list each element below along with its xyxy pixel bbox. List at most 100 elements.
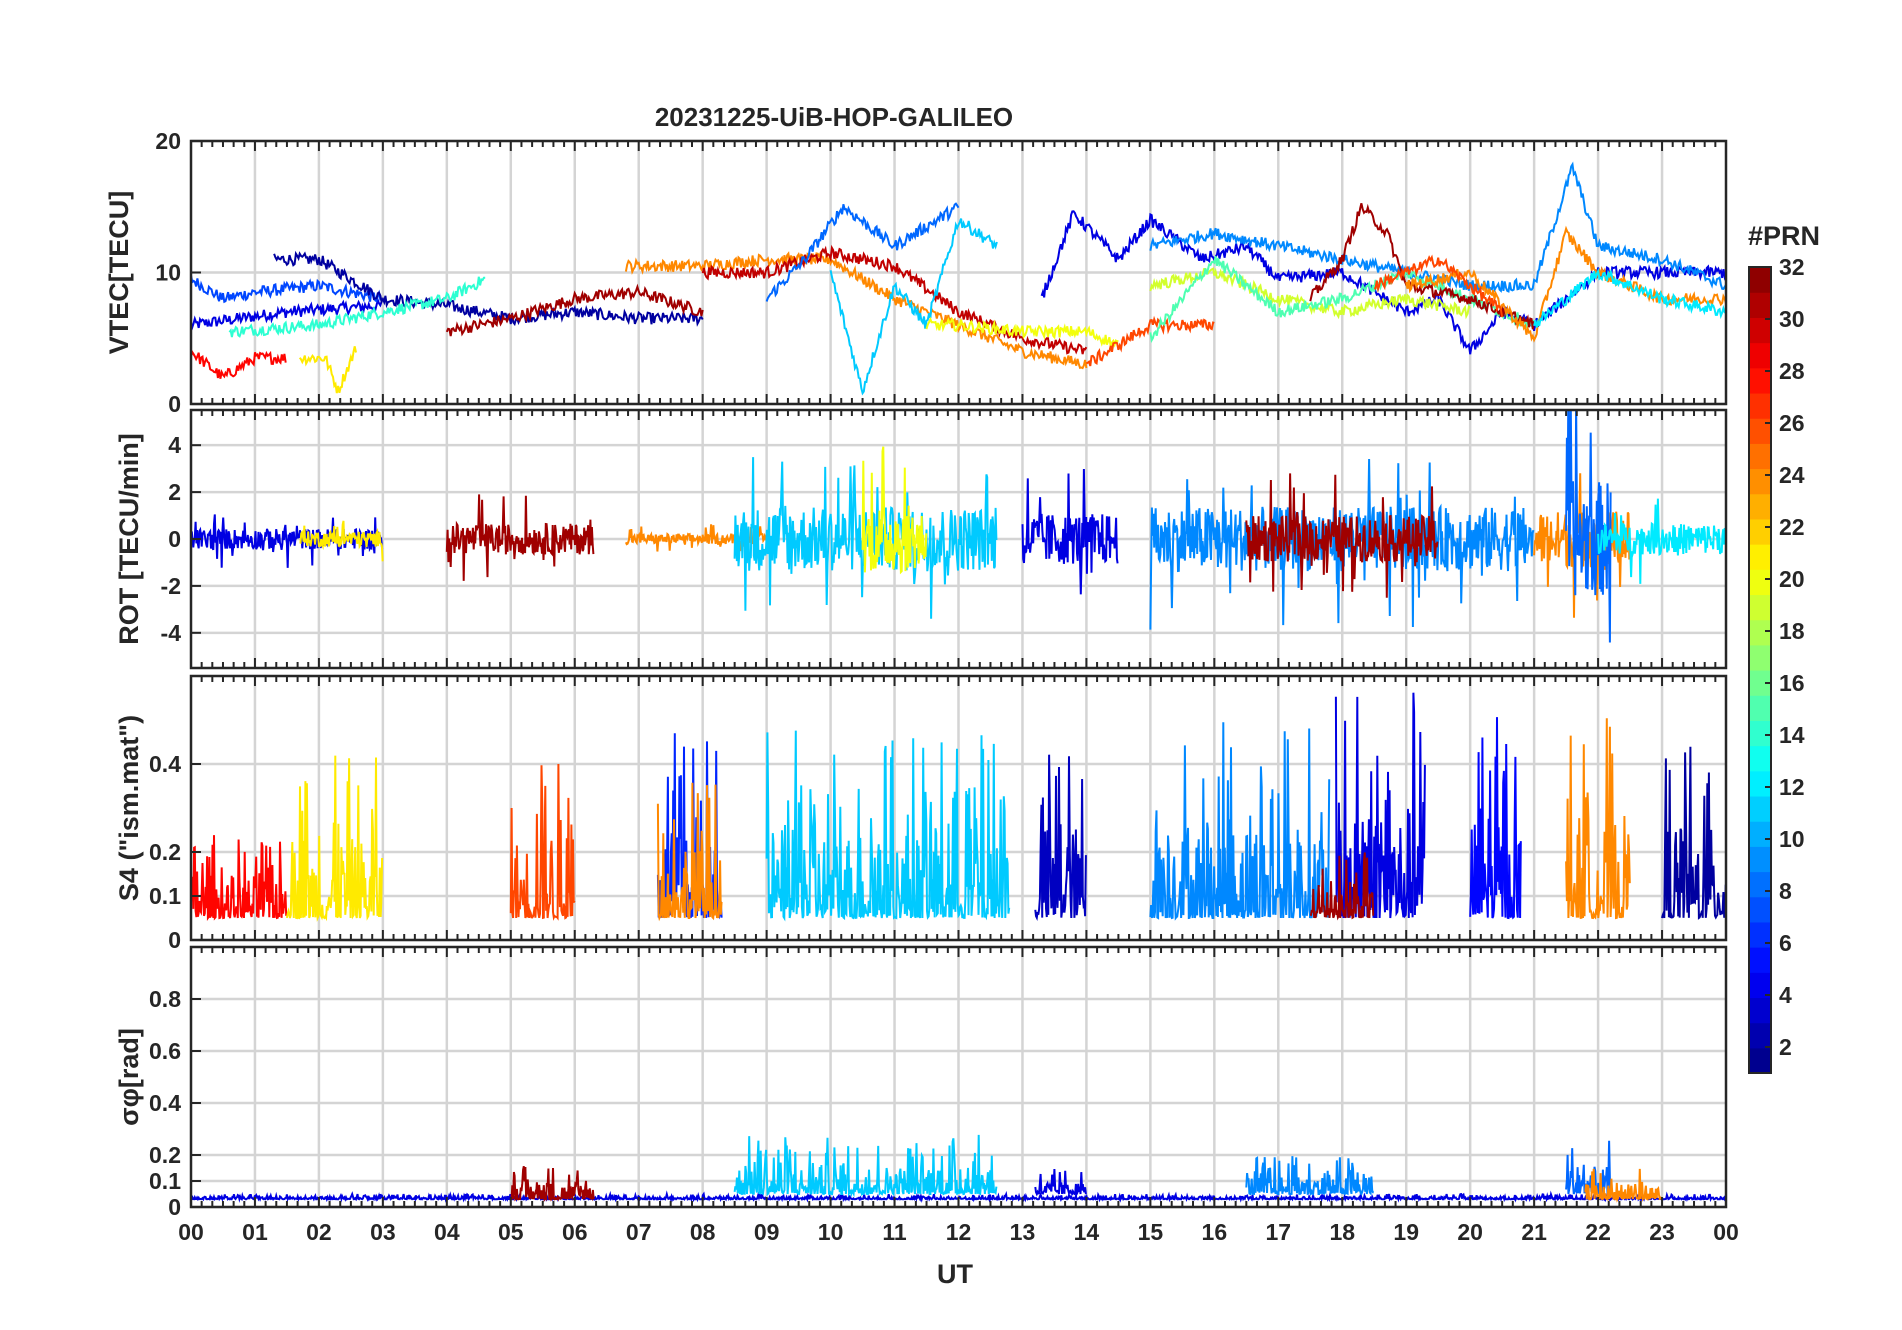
series-line-prn-30 [701,244,1088,355]
colorbar-label: #PRN [1748,221,1820,251]
colorbar-tick-label: 10 [1779,826,1805,852]
x-tick-label: 01 [242,1219,268,1245]
colorbar-swatch [1749,518,1771,545]
y-tick-label: 0.4 [149,751,181,777]
colorbar-swatch [1749,367,1771,394]
colorbar-tick-label: 4 [1779,982,1792,1008]
y-tick-label: 0.4 [149,1090,181,1116]
y-tick-label: 0 [168,391,181,417]
grid [191,139,1726,406]
colorbar-swatch [1749,292,1771,318]
x-tick-label: 06 [562,1219,588,1245]
x-tick-label: 02 [306,1219,332,1245]
series-line-prn-12 [1597,498,1726,584]
series-line-prn-26 [1086,315,1215,367]
colorbar-swatch [1749,1022,1771,1049]
colorbar-tick-label: 32 [1779,254,1805,280]
colorbar-swatch [1749,342,1771,369]
x-tick-label: 21 [1521,1219,1547,1245]
colorbar-tick-label: 26 [1779,410,1805,436]
x-tick-label: 12 [946,1219,972,1245]
y-axis-label: σφ[rad] [114,1028,144,1126]
y-axis-label: ROT [TECU/min] [114,433,144,644]
x-tick-label: 07 [626,1219,652,1245]
x-axis-label: UT [937,1259,973,1289]
x-tick-label: 04 [434,1219,460,1245]
colorbar-swatch [1749,670,1771,696]
series-line-prn-8 [1565,410,1612,643]
y-axis-label: S4 ("ism.mat") [114,715,144,901]
series-line-prn-7 [191,275,382,304]
colorbar-tick-label: 28 [1779,358,1805,384]
colorbar-swatch [1749,619,1771,646]
series-line-prn-14 [228,276,486,338]
colorbar-tick-label: 6 [1779,930,1792,956]
series-line-prn-8 [765,202,960,302]
series-line-prn-28 [191,835,288,922]
series-line-prn-28 [191,349,287,379]
colorbar-tick-label: 8 [1779,878,1792,904]
colorbar-swatch [1749,392,1771,419]
x-ticks [190,676,1727,940]
series-line-prn-24 [1565,718,1631,920]
colorbar-swatch [1749,569,1771,596]
series-line-prn-19 [1149,267,1471,320]
x-tick-label: 23 [1649,1219,1675,1245]
series-line-prn-9 [1245,1156,1374,1197]
y-tick-label: 0 [168,927,181,953]
series-line-prn-26 [1374,254,1504,318]
x-tick-label: 00 [178,1219,204,1245]
series-line-prn-4 [1034,1168,1087,1198]
series-line-prn-31 [1245,473,1439,598]
series-line-prn-11 [765,730,1011,922]
colorbar-swatch [1749,594,1771,621]
x-tick-label: 17 [1265,1219,1291,1245]
series-group [191,410,1726,643]
series-line-prn-31 [445,283,704,337]
series-line-prn-21 [299,520,384,562]
x-ticks [190,947,1727,1207]
y-tick-label: 0.2 [149,839,181,865]
series-line-prn-5 [1469,717,1522,920]
y-tick-label: 0 [168,526,181,552]
series-line-prn-4 [191,296,383,331]
figure-title: 20231225-UiB-HOP-GALILEO [655,102,1013,132]
panel-sigma_phi: 00.10.2 0.4 0.6 0.8σφ[rad] 00 01 02 03 04 05 06 07 0… [114,945,1739,1245]
colorbar-tick-label: 18 [1779,618,1805,644]
panel-vtec: 0 10 20 VTEC[TECU] [104,128,1728,417]
x-tick-label: 00 [1713,1219,1739,1245]
colorbar-swatch [1749,695,1771,721]
series-line-prn-24 [656,782,723,922]
colorbar-swatch [1749,1047,1771,1074]
series-line-prn-4 [191,514,384,568]
colorbar-swatch [1749,795,1771,822]
series-line-prn-24 [624,251,1088,370]
grid [191,947,1726,1209]
series-line-prn-31 [445,494,595,581]
colorbar-swatch [1749,846,1771,873]
series-line-prn-11 [733,457,998,619]
y-tick-label: -2 [161,573,181,599]
x-ticks [190,141,1727,404]
series-line-prn-11 [829,218,998,396]
colorbar-swatch [1749,997,1771,1024]
colorbar-swatch [1749,921,1771,948]
x-tick-label: 05 [498,1219,524,1245]
x-tick-label: 14 [1074,1219,1100,1245]
y-axis-label: VTEC[TECU] [104,191,134,355]
colorbar-swatch [1749,267,1771,293]
x-tick-label: 10 [818,1219,844,1245]
series-line-prn-4 [1021,468,1119,595]
colorbar-tick-label: 12 [1779,774,1805,800]
series-line-prn-9 [1149,722,1331,921]
series-line-prn-4 [1040,210,1726,355]
colorbar-swatch [1749,317,1771,344]
series-line-prn-31 [1309,852,1375,921]
series-line-prn-2 [1661,746,1726,920]
x-tick-label: 18 [1329,1219,1355,1245]
x-tick-label: 11 [882,1219,907,1245]
series-line-prn-26 [509,763,576,921]
x-tick-label: 22 [1585,1219,1611,1245]
